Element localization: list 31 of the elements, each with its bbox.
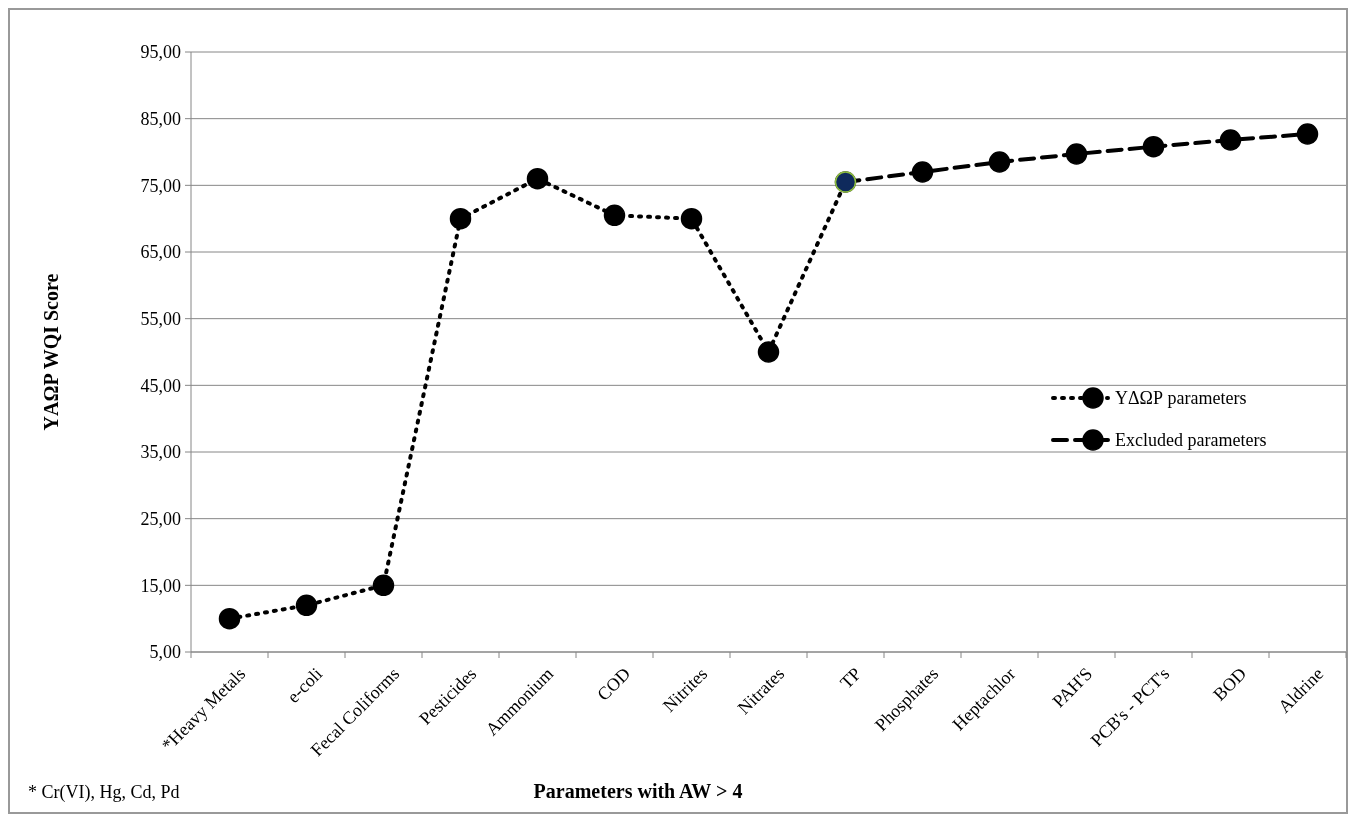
point [988, 151, 1011, 173]
point [911, 161, 934, 183]
legend-label: Excluded parameters [1115, 430, 1267, 451]
y-tick-label: 45,00 [140, 375, 181, 396]
point [449, 207, 472, 230]
y-tick-label: 5,00 [149, 642, 181, 663]
point [1219, 129, 1242, 151]
point [1065, 143, 1088, 165]
point [218, 607, 241, 630]
y-tick-label: 65,00 [140, 242, 181, 263]
y-tick-label: 25,00 [140, 508, 181, 529]
text: * Cr(VI), Hg, Cd, Pd [28, 782, 180, 803]
point [757, 341, 780, 363]
point [680, 207, 703, 230]
y-tick-label: 15,00 [140, 575, 181, 596]
y-tick-label: 75,00 [140, 175, 181, 196]
y-tick-label: 55,00 [140, 308, 181, 329]
y-tick-label: 85,00 [140, 108, 181, 129]
y-tick-label: 95,00 [140, 42, 181, 63]
y-tick-label: 35,00 [140, 442, 181, 463]
point [603, 204, 626, 227]
x-tick-label: COD [593, 663, 635, 705]
point [1142, 135, 1165, 158]
point [295, 594, 318, 617]
x-axis-title: Parameters with AW > 4 [533, 780, 743, 802]
y-axis-title: YΑΩΡ WQI Score [40, 273, 62, 431]
x-tick-label: TP [836, 663, 866, 693]
point [526, 167, 549, 190]
legend-label: YΔΩΡ parameters [1115, 388, 1247, 409]
point [372, 574, 395, 597]
point [1296, 123, 1319, 145]
